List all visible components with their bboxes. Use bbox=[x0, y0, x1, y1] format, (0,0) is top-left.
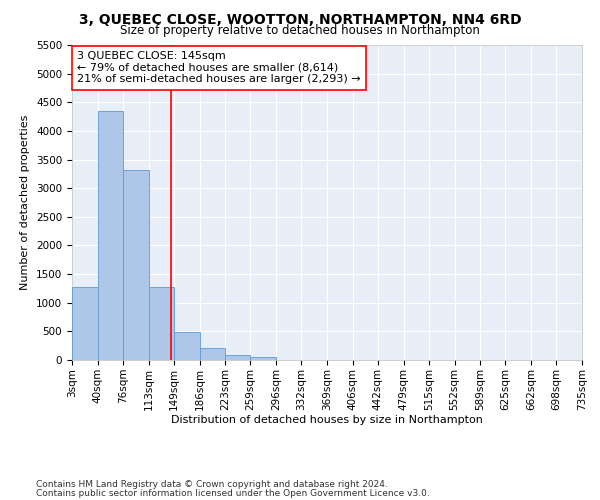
Bar bbox=[123, 170, 149, 360]
Text: Contains public sector information licensed under the Open Government Licence v3: Contains public sector information licen… bbox=[36, 488, 430, 498]
Bar bbox=[72, 288, 98, 360]
Text: Contains HM Land Registry data © Crown copyright and database right 2024.: Contains HM Land Registry data © Crown c… bbox=[36, 480, 388, 489]
Bar bbox=[199, 348, 225, 360]
Bar bbox=[149, 288, 174, 360]
Bar bbox=[98, 111, 123, 360]
Text: Size of property relative to detached houses in Northampton: Size of property relative to detached ho… bbox=[120, 24, 480, 37]
Y-axis label: Number of detached properties: Number of detached properties bbox=[20, 115, 31, 290]
X-axis label: Distribution of detached houses by size in Northampton: Distribution of detached houses by size … bbox=[171, 416, 483, 426]
Bar bbox=[250, 356, 276, 360]
Bar bbox=[174, 332, 199, 360]
Text: 3 QUEBEC CLOSE: 145sqm
← 79% of detached houses are smaller (8,614)
21% of semi-: 3 QUEBEC CLOSE: 145sqm ← 79% of detached… bbox=[77, 52, 361, 84]
Bar bbox=[225, 355, 250, 360]
Text: 3, QUEBEC CLOSE, WOOTTON, NORTHAMPTON, NN4 6RD: 3, QUEBEC CLOSE, WOOTTON, NORTHAMPTON, N… bbox=[79, 12, 521, 26]
